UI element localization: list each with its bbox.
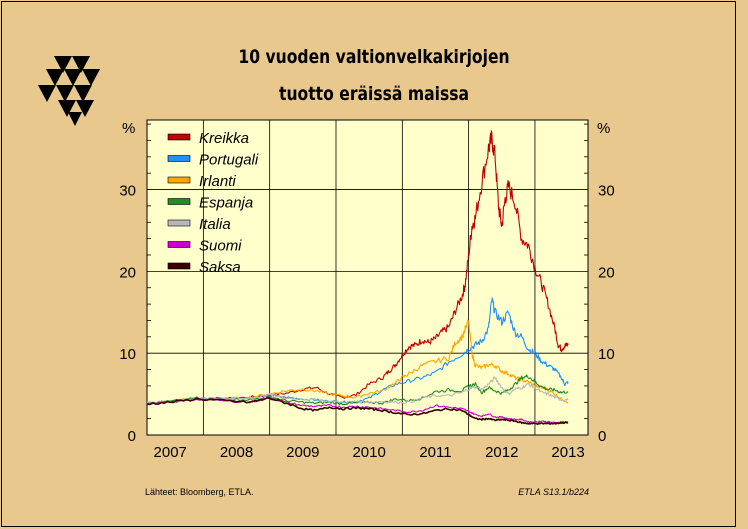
series-line-suomi [146, 396, 569, 424]
y-tick-label-right: 30 [598, 183, 615, 200]
legend-label-irlanti: Irlanti [199, 173, 236, 190]
x-tick-label: 2009 [286, 444, 319, 461]
legend-label-kreikka: Kreikka [199, 130, 249, 147]
y-unit-right: % [597, 120, 610, 137]
legend-label-saksa: Saksa [199, 259, 241, 276]
legend-swatch-portugali [167, 155, 191, 162]
tick-marks [147, 123, 588, 420]
series-lines [146, 130, 569, 425]
x-axis-labels: 2007 2008 2009 2010 2011 2012 2013 [154, 444, 585, 461]
plot-area [146, 119, 589, 436]
legend: Kreikka Portugali Irlanti Espanja Italia Suom… [167, 130, 259, 276]
legend-swatch-italia [167, 219, 191, 227]
figure-frame [1, 1, 736, 527]
chart-title-line2: tuotto eräissä maissa [278, 83, 470, 105]
y-tick-label-right: 0 [598, 428, 606, 445]
legend-swatch-kreikka [167, 133, 191, 141]
chart-title-line1: 10 vuoden valtionvelkakirjojen [238, 46, 510, 68]
x-tick-label: 2010 [352, 444, 385, 461]
series-line-italia [146, 376, 569, 404]
legend-swatch-suomi [167, 241, 191, 248]
y-tick-label-right: 10 [598, 346, 615, 363]
legend-swatch-irlanti [167, 176, 191, 184]
x-tick-label: 2007 [154, 444, 187, 461]
y-tick-label-left: 0 [128, 428, 136, 445]
legend-swatch-espanja [167, 198, 191, 205]
source-note: Lähteet: Bloomberg, ETLA. [145, 487, 254, 497]
chart-code: ETLA S13.1/b224 [518, 487, 589, 497]
series-line-saksa [146, 397, 569, 425]
series-line-portugali [146, 297, 569, 404]
y-tick-label-left: 10 [119, 346, 136, 363]
series-line-espanja [146, 374, 569, 406]
legend-label-suomi: Suomi [199, 238, 242, 255]
legend-label-espanja: Espanja [199, 195, 253, 212]
y-tick-label-left: 20 [119, 264, 136, 281]
series-line-irlanti [146, 319, 569, 404]
x-tick-label: 2013 [551, 444, 584, 461]
x-tick-label: 2011 [419, 444, 451, 461]
x-tick-label: 2012 [485, 444, 518, 461]
legend-label-italia: Italia [199, 216, 231, 233]
x-tick-label: 2008 [220, 444, 253, 461]
y-unit-left: % [122, 120, 135, 137]
etla-logo-icon [38, 56, 100, 126]
legend-swatch-saksa [167, 262, 191, 270]
series-line-kreikka [146, 130, 569, 405]
y-tick-label-left: 30 [119, 183, 136, 200]
legend-label-portugali: Portugali [199, 152, 259, 169]
y-tick-label-right: 20 [598, 264, 615, 281]
y-axis-labels: 0 0 10 10 20 20 30 30%% [119, 120, 614, 445]
